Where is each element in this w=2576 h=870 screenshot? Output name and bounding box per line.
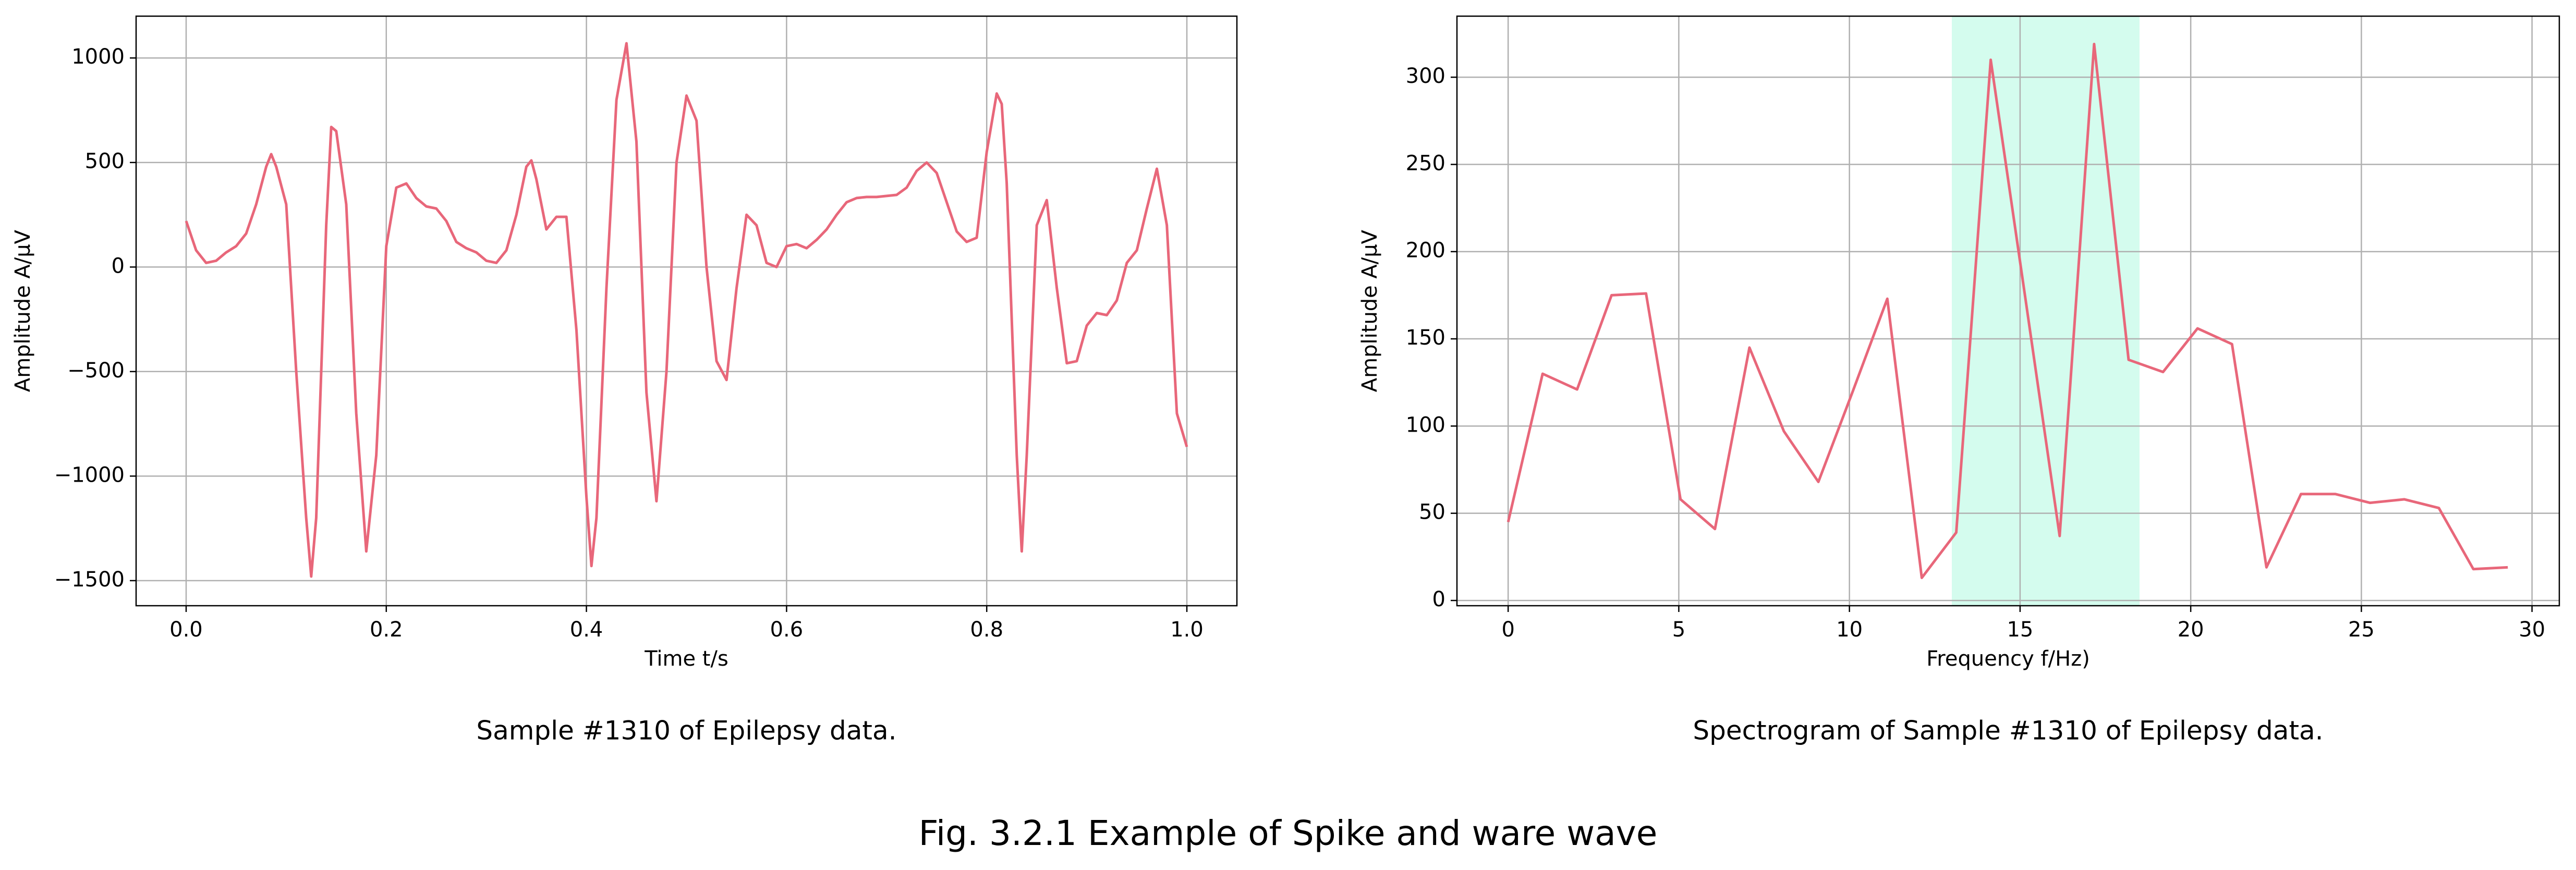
x-tick-label: 0.0 — [169, 618, 203, 642]
y-tick-label: −1500 — [54, 568, 125, 592]
chart-caption: Sample #1310 of Epilepsy data. — [476, 716, 896, 746]
x-tick-label: 0.4 — [570, 618, 603, 642]
y-tick-label: −500 — [67, 359, 125, 383]
x-tick-label: 0.6 — [770, 618, 804, 642]
y-tick-label: 200 — [1406, 239, 1445, 263]
x-tick-label: 10 — [1836, 618, 1863, 642]
x-axis-label: Time t/s — [644, 647, 728, 671]
x-tick-label: 1.0 — [1170, 618, 1204, 642]
y-tick-label: 0 — [112, 254, 125, 278]
highlight-band — [1952, 16, 2140, 606]
y-tick-label: 0 — [1432, 587, 1445, 611]
chart-caption: Spectrogram of Sample #1310 of Epilepsy … — [1693, 716, 2323, 746]
figure-title: Fig. 3.2.1 Example of Spike and ware wav… — [919, 813, 1658, 853]
x-tick-label: 25 — [2348, 618, 2375, 642]
y-tick-label: 1000 — [71, 45, 125, 69]
x-tick-label: 0.8 — [970, 618, 1003, 642]
y-tick-label: 500 — [85, 150, 125, 174]
y-tick-label: 250 — [1406, 151, 1445, 175]
data-line — [1506, 43, 2508, 579]
y-tick-label: 100 — [1406, 413, 1445, 437]
y-tick-label: −1000 — [54, 463, 125, 487]
y-tick-label: 300 — [1406, 64, 1445, 88]
x-tick-label: 20 — [2178, 618, 2204, 642]
x-tick-label: 30 — [2519, 618, 2545, 642]
x-axis-label: Frequency f/Hz) — [1926, 647, 2090, 671]
x-tick-label: 5 — [1672, 618, 1685, 642]
y-axis-label: Amplitude A/μV — [11, 229, 35, 392]
x-tick-label: 0 — [1501, 618, 1514, 642]
axes-frame — [135, 15, 1238, 607]
x-tick-label: 0.2 — [370, 618, 403, 642]
y-tick-label: 150 — [1406, 326, 1445, 350]
axes-frame — [1456, 15, 2560, 607]
x-tick-label: 15 — [2007, 618, 2033, 642]
data-line — [185, 42, 1188, 578]
y-tick-label: 50 — [1419, 500, 1445, 524]
y-axis-label: Amplitude A/μV — [1358, 229, 1382, 392]
